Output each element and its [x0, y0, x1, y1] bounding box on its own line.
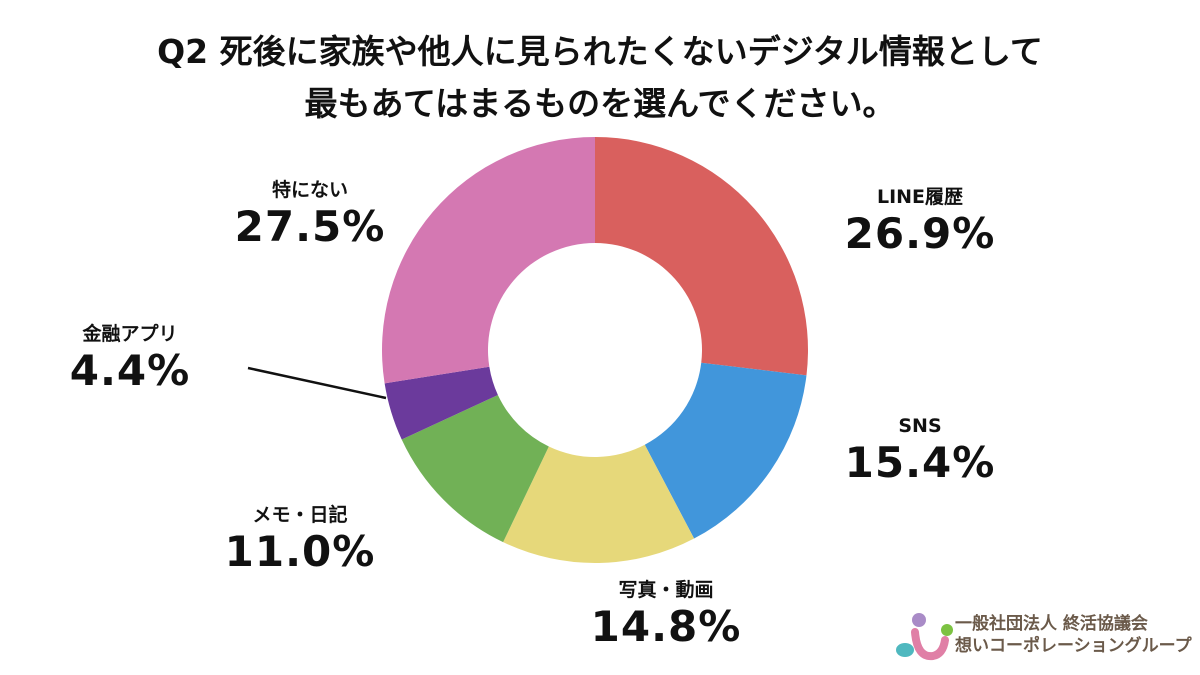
organization-logo: 一般社団法人 終活協議会 想いコーポレーショングループ — [895, 610, 1195, 668]
slice-finance — [384, 366, 498, 440]
label-memo: メモ・日記 11.0% — [200, 503, 400, 577]
finance-leader-line — [247, 366, 387, 400]
slice-photo — [503, 444, 695, 563]
label-line: LINE履歴 26.9% — [820, 185, 1020, 259]
label-memo-value: 11.0% — [224, 527, 376, 576]
chart-title-line-2: 最もあてはまるものを選んでください。 — [304, 84, 896, 123]
label-photo: 写真・動画 14.8% — [566, 578, 766, 652]
label-sns-name: SNS — [898, 415, 942, 437]
label-photo-name: 写真・動画 — [618, 579, 714, 601]
label-photo-value: 14.8% — [590, 602, 742, 651]
slice-none — [381, 137, 595, 384]
label-line-name: LINE履歴 — [876, 186, 964, 208]
logo-text-line-2: 想いコーポレーショングループ — [955, 636, 1192, 656]
chart-title: Q2 死後に家族や他人に見られたくないデジタル情報として 最もあてはまるものを選… — [0, 26, 1200, 130]
logo-mark-icon — [896, 613, 953, 661]
slice-memo — [401, 394, 549, 543]
label-none-name: 特にない — [271, 179, 348, 201]
label-line-value: 26.9% — [844, 209, 996, 258]
logo-text-line-1: 一般社団法人 終活協議会 — [955, 614, 1148, 634]
label-finance: 金融アプリ 4.4% — [30, 322, 230, 396]
label-sns-value: 15.4% — [844, 438, 996, 487]
chart-title-line-1: Q2 死後に家族や他人に見られたくないデジタル情報として — [157, 32, 1043, 71]
slice-line — [595, 137, 808, 376]
label-none-value: 27.5% — [234, 202, 386, 251]
logo-text: 一般社団法人 終活協議会 想いコーポレーショングループ — [955, 613, 1192, 657]
label-sns: SNS 15.4% — [820, 414, 1020, 488]
slice-sns — [644, 362, 807, 539]
label-finance-name: 金融アプリ — [82, 323, 178, 345]
label-none: 特にない 27.5% — [210, 178, 410, 252]
donut-slices — [381, 137, 808, 563]
label-memo-name: メモ・日記 — [252, 504, 348, 526]
label-finance-value: 4.4% — [69, 346, 191, 395]
